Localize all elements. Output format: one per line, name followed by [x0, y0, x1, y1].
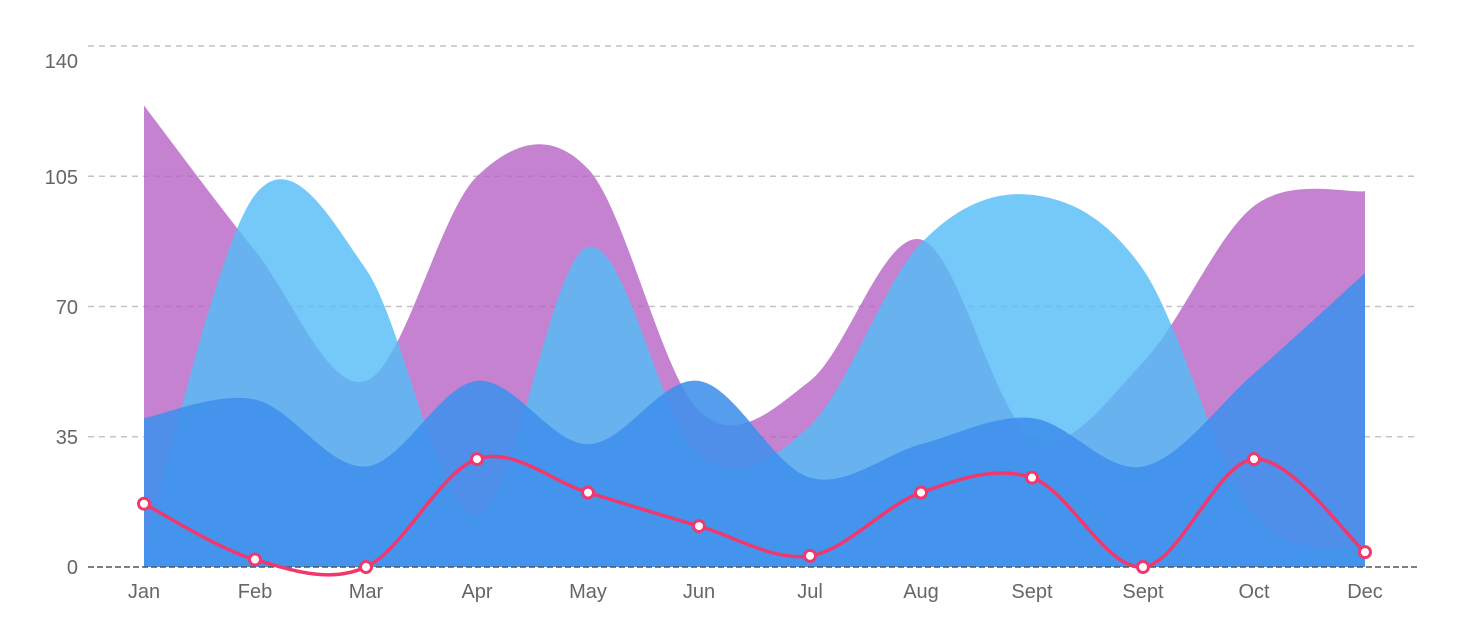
x-tick-label: May [569, 581, 607, 603]
line-point[interactable] [137, 496, 151, 511]
x-tick-label: Jul [797, 581, 823, 603]
x-tick-label: Apr [461, 581, 492, 603]
y-tick-label: 0 [67, 557, 78, 579]
y-tick-label: 70 [56, 297, 78, 319]
x-tick-label: Sept [1122, 581, 1164, 603]
line-point[interactable] [1358, 545, 1372, 560]
x-tick-label: Feb [238, 581, 272, 603]
x-axis-ticks: Jan Feb Mar Apr May Jun Jul Aug Sept Sept Oct Dec [128, 581, 1383, 603]
line-point[interactable] [248, 552, 262, 567]
area-series [144, 105, 1365, 568]
x-tick-label: Aug [903, 581, 939, 603]
y-tick-label: 105 [45, 167, 78, 189]
x-tick-label: Oct [1238, 581, 1270, 603]
line-point[interactable] [1025, 470, 1039, 485]
x-tick-label: Jan [128, 581, 160, 603]
line-point[interactable] [470, 452, 484, 467]
x-tick-label: Mar [349, 581, 384, 603]
line-series [137, 452, 1372, 577]
x-tick-label: Jun [683, 581, 715, 603]
y-axis-ticks: 0 35 70 105 140 [45, 51, 78, 579]
line-point[interactable] [359, 560, 373, 574]
line-point[interactable] [914, 485, 928, 500]
line-point[interactable] [1247, 452, 1261, 467]
line-point[interactable] [1136, 560, 1150, 574]
y-tick-label: 140 [45, 51, 78, 73]
line-point[interactable] [803, 548, 817, 563]
line-point[interactable] [581, 485, 595, 500]
y-tick-label: 35 [56, 427, 78, 449]
area-series-2 [144, 273, 1365, 567]
x-tick-label: Sept [1011, 581, 1053, 603]
x-tick-label: Dec [1347, 581, 1383, 603]
line-point[interactable] [692, 519, 706, 534]
